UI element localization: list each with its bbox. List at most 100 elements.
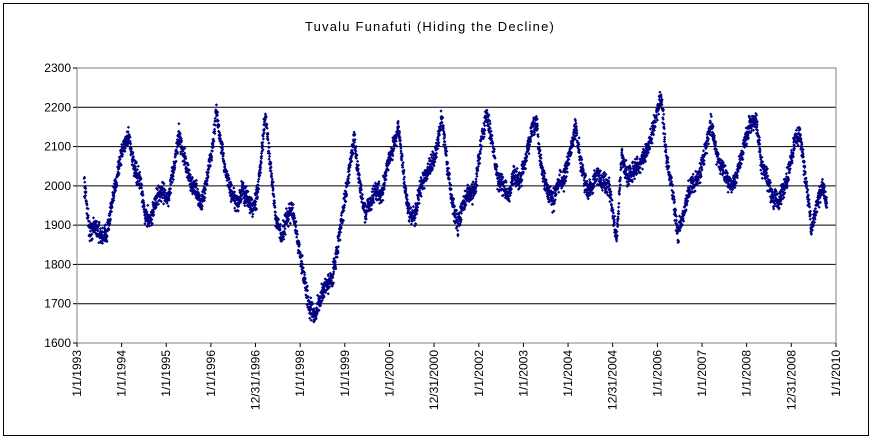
data-point [662,122,666,126]
data-point [237,204,241,209]
data-point [112,182,116,186]
data-point [448,181,452,185]
data-point [704,142,709,146]
data-point [561,184,565,188]
data-point [336,250,340,255]
data-point [786,175,790,179]
data-point [608,182,612,187]
data-point [207,166,211,170]
data-point [357,173,362,177]
data-point [641,161,645,165]
data-point [773,204,777,208]
data-point [511,169,515,173]
data-point [619,166,623,170]
x-tick-label: 1/1/2010 [829,350,843,397]
data-point [104,236,108,240]
data-point [658,104,662,108]
data-point [140,190,145,194]
data-point [638,166,642,170]
data-point [135,168,139,172]
data-point [465,196,469,200]
data-point [396,121,400,126]
data-point [662,140,666,144]
data-point [648,147,652,151]
data-point [629,167,633,171]
data-point [650,137,654,141]
data-point [627,182,631,186]
data-point [465,199,469,203]
data-point [536,133,540,137]
data-point [765,171,769,175]
data-point [309,304,313,308]
data-point [401,161,405,165]
data-point [633,157,637,161]
data-point [358,191,363,195]
data-point [166,204,170,208]
data-point [401,172,405,176]
data-point [667,170,671,174]
data-point [513,175,517,179]
data-point [352,133,356,138]
data-point [534,115,538,119]
data-point [102,239,106,243]
data-point [471,187,475,192]
data-point [586,197,590,201]
data-point [184,156,188,161]
data-point [456,218,460,222]
data-point [394,133,398,137]
y-tick-label: 1600 [44,336,71,350]
data-point [356,172,360,176]
data-point [798,133,803,137]
data-point [373,181,377,185]
data-point [562,174,566,178]
data-point [630,180,634,184]
data-point [108,222,112,226]
data-point [448,172,452,176]
data-point [187,168,191,172]
data-point [699,172,703,177]
data-point [533,122,537,126]
data-point [303,273,307,277]
data-point [402,180,406,184]
data-point [565,170,569,174]
data-point [131,155,135,159]
data-point [770,188,774,192]
data-point [581,163,585,167]
data-point [699,162,703,167]
data-point [280,230,284,235]
data-point [298,243,302,247]
data-point [213,131,217,136]
data-point [543,171,547,175]
data-point [407,204,411,208]
data-point [488,130,492,134]
data-point [567,162,571,166]
data-point [768,180,773,185]
data-point [91,225,95,229]
data-point [410,217,414,222]
data-point [656,104,660,108]
data-point [684,208,688,212]
data-point [583,190,587,194]
data-point [378,201,382,205]
data-point [260,146,264,150]
data-point [383,181,387,185]
data-point [429,169,433,173]
data-point [452,204,456,208]
data-point [265,123,269,127]
data-point [474,180,478,184]
data-point [387,161,391,166]
data-point [356,159,360,164]
data-point [655,118,659,122]
data-point [154,205,158,210]
data-point [206,174,210,178]
data-point [617,201,621,206]
data-point [177,122,181,126]
data-point [577,136,581,140]
data-point [291,202,295,207]
data-point [415,208,419,212]
data-point [353,133,357,137]
data-point [514,173,518,177]
data-point [709,114,713,119]
data-point [339,225,343,229]
data-point [355,153,359,157]
